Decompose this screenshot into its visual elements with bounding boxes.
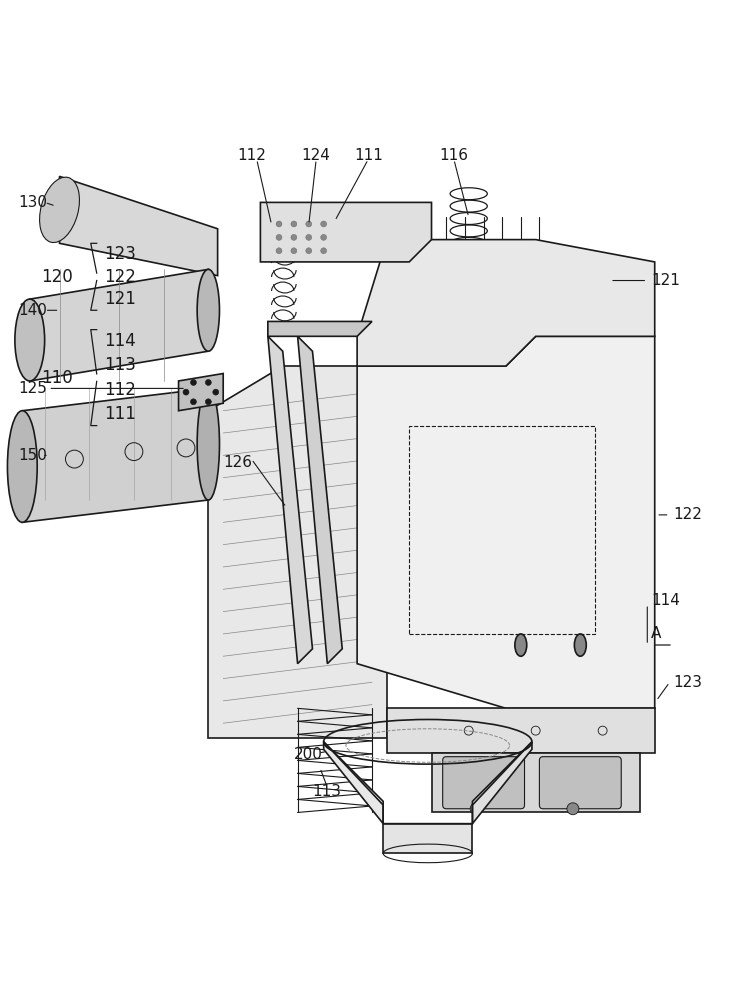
Text: 111: 111: [104, 405, 136, 423]
Text: 126: 126: [223, 455, 252, 470]
Text: 121: 121: [104, 290, 136, 308]
Polygon shape: [357, 336, 655, 708]
Text: 111: 111: [354, 148, 382, 163]
Text: 114: 114: [651, 593, 680, 608]
Circle shape: [276, 248, 282, 254]
Polygon shape: [268, 321, 372, 336]
Text: 123: 123: [104, 245, 136, 263]
Text: 125: 125: [19, 381, 48, 396]
Circle shape: [205, 399, 211, 405]
Text: 124: 124: [302, 148, 330, 163]
Text: 120: 120: [41, 268, 73, 286]
Polygon shape: [298, 336, 342, 664]
Circle shape: [567, 803, 579, 815]
Circle shape: [183, 389, 189, 395]
Text: 130: 130: [19, 195, 48, 210]
Text: 110: 110: [41, 369, 73, 387]
Polygon shape: [472, 742, 532, 824]
Polygon shape: [383, 824, 472, 853]
Text: 113: 113: [104, 356, 136, 374]
Text: 123: 123: [673, 675, 702, 690]
Polygon shape: [432, 753, 640, 812]
Text: 122: 122: [673, 507, 702, 522]
Polygon shape: [260, 202, 432, 262]
Ellipse shape: [574, 634, 586, 656]
Text: 200: 200: [294, 747, 323, 762]
Ellipse shape: [15, 299, 45, 381]
Ellipse shape: [197, 388, 219, 500]
Polygon shape: [268, 336, 312, 664]
Circle shape: [276, 221, 282, 227]
Polygon shape: [30, 269, 208, 381]
Circle shape: [213, 389, 219, 395]
Circle shape: [321, 221, 327, 227]
Text: A: A: [651, 626, 661, 641]
Polygon shape: [208, 366, 387, 738]
Circle shape: [306, 248, 312, 254]
Text: 116: 116: [440, 148, 468, 163]
Polygon shape: [22, 388, 208, 522]
Text: 150: 150: [19, 448, 48, 463]
Polygon shape: [60, 176, 218, 276]
FancyBboxPatch shape: [539, 757, 621, 809]
Text: 140: 140: [19, 303, 48, 318]
Circle shape: [291, 221, 297, 227]
Circle shape: [321, 234, 327, 240]
Circle shape: [306, 234, 312, 240]
Text: 114: 114: [104, 332, 136, 350]
Ellipse shape: [197, 269, 219, 351]
Polygon shape: [357, 240, 655, 366]
Ellipse shape: [39, 177, 80, 243]
Circle shape: [190, 399, 196, 405]
Text: 122: 122: [104, 268, 136, 286]
Circle shape: [291, 234, 297, 240]
Text: 112: 112: [104, 381, 136, 399]
Circle shape: [291, 248, 297, 254]
FancyBboxPatch shape: [443, 757, 525, 809]
Circle shape: [205, 379, 211, 385]
Circle shape: [276, 234, 282, 240]
Text: 113: 113: [312, 784, 341, 799]
Ellipse shape: [295, 210, 322, 247]
Polygon shape: [387, 708, 655, 753]
Ellipse shape: [7, 411, 37, 522]
Bar: [409, 426, 595, 634]
Text: 112: 112: [237, 148, 266, 163]
Circle shape: [470, 803, 482, 815]
Ellipse shape: [300, 215, 318, 242]
Circle shape: [321, 248, 327, 254]
Polygon shape: [179, 374, 223, 411]
Polygon shape: [324, 742, 383, 824]
Text: 121: 121: [651, 273, 680, 288]
Circle shape: [190, 379, 196, 385]
Ellipse shape: [515, 634, 527, 656]
Circle shape: [306, 221, 312, 227]
